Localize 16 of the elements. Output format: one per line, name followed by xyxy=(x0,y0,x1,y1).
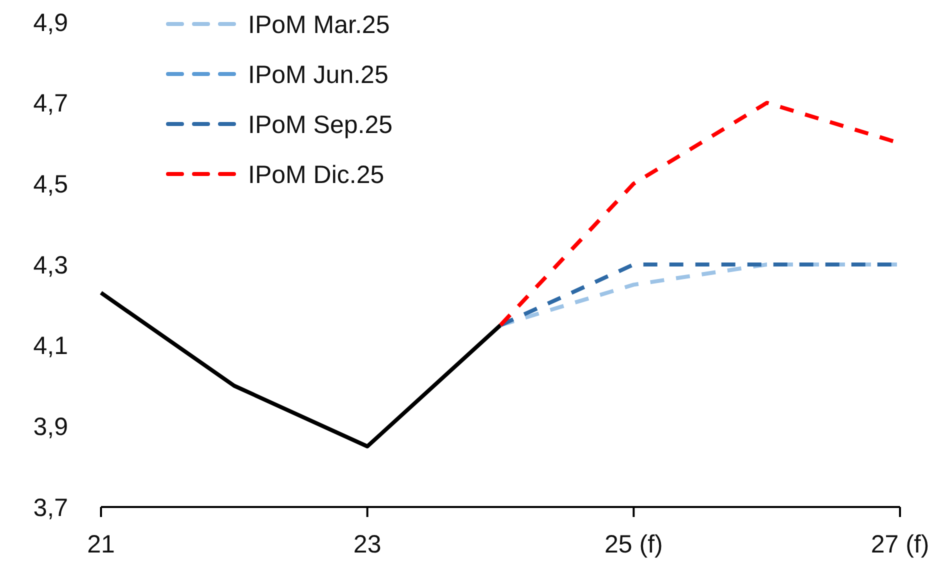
y-tick-label: 4,3 xyxy=(33,251,68,280)
y-tick-label: 4,7 xyxy=(33,90,68,118)
x-tick-label: 23 xyxy=(353,530,382,558)
line-series xyxy=(99,290,502,448)
y-tick-label: 4,1 xyxy=(33,332,68,360)
legend-label: IPoM Jun.25 xyxy=(248,60,388,89)
y-tick-label: 3,7 xyxy=(33,494,68,522)
y-tick-label: 4,5 xyxy=(33,170,68,198)
legend-label: IPoM Mar.25 xyxy=(248,10,390,39)
y-tick-label: 3,9 xyxy=(33,412,68,441)
x-tick-label: 25 (f) xyxy=(604,530,663,558)
x-tick-label: 21 xyxy=(87,530,115,558)
y-tick-label: 4,9 xyxy=(33,8,68,37)
legend-label: IPoM Dic.25 xyxy=(248,160,384,189)
x-tick-label: 27 (f) xyxy=(870,530,930,558)
legend-label: IPoM Sep.25 xyxy=(248,110,393,139)
